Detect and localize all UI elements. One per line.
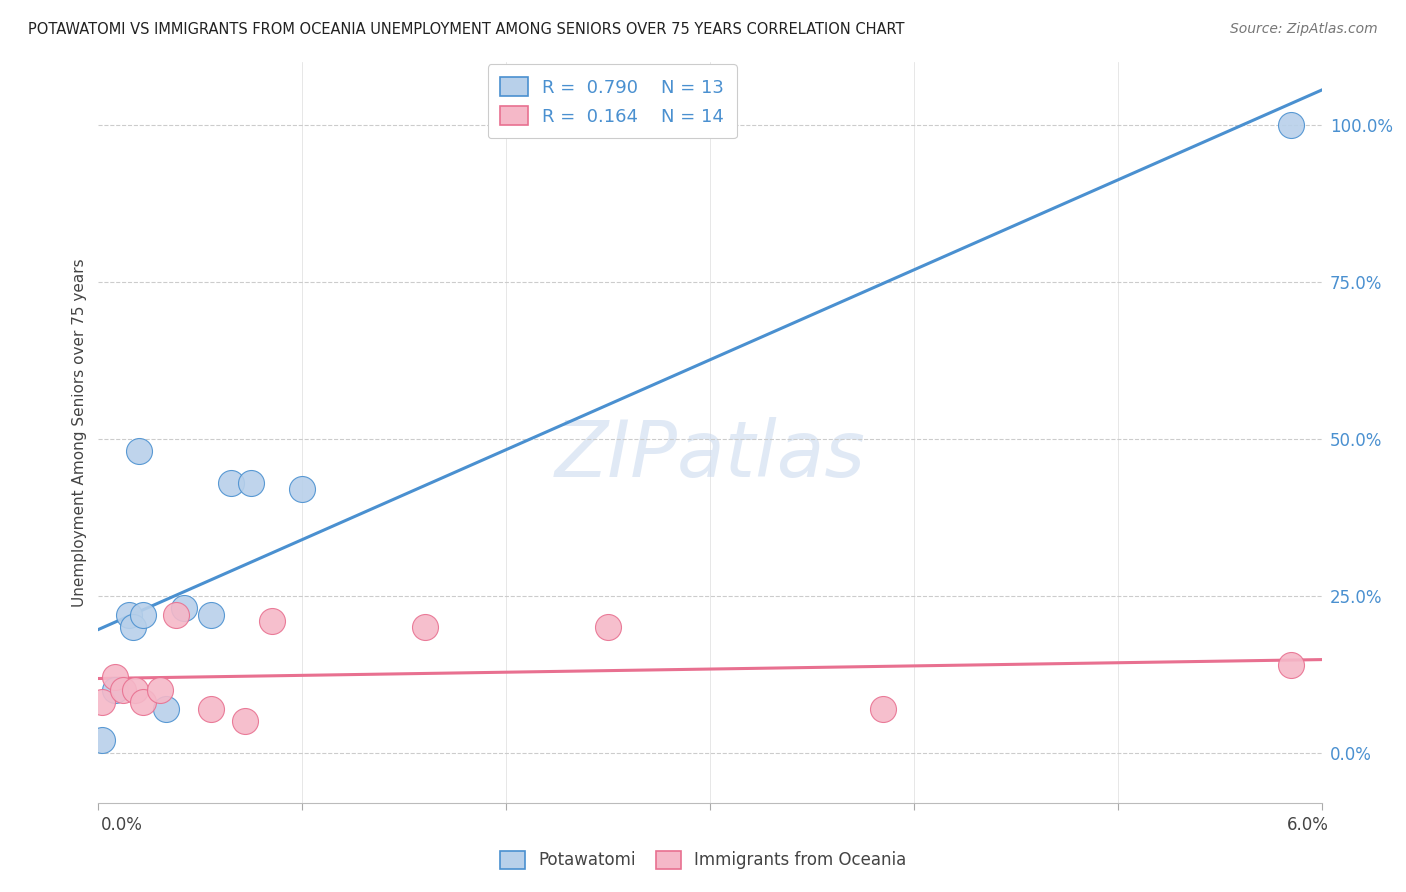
Text: ZIPatlas: ZIPatlas xyxy=(554,417,866,493)
Point xyxy=(122,620,145,634)
Point xyxy=(291,482,314,496)
Point xyxy=(872,701,894,715)
Point xyxy=(219,475,242,490)
Point xyxy=(111,682,134,697)
Point xyxy=(91,695,114,709)
Point xyxy=(104,670,127,684)
Point xyxy=(132,607,155,622)
Point xyxy=(118,607,141,622)
Point xyxy=(155,701,177,715)
Legend: R =  0.790    N = 13, R =  0.164    N = 14: R = 0.790 N = 13, R = 0.164 N = 14 xyxy=(488,64,737,138)
Point xyxy=(200,607,222,622)
Point xyxy=(128,444,150,458)
Point xyxy=(132,695,155,709)
Point xyxy=(200,701,222,715)
Point xyxy=(413,620,436,634)
Point xyxy=(104,682,127,697)
Point xyxy=(1279,657,1302,672)
Text: 6.0%: 6.0% xyxy=(1286,816,1329,834)
Legend: Potawatomi, Immigrants from Oceania: Potawatomi, Immigrants from Oceania xyxy=(489,840,917,880)
Point xyxy=(173,601,195,615)
Point xyxy=(260,614,283,628)
Point xyxy=(240,475,263,490)
Text: POTAWATOMI VS IMMIGRANTS FROM OCEANIA UNEMPLOYMENT AMONG SENIORS OVER 75 YEARS C: POTAWATOMI VS IMMIGRANTS FROM OCEANIA UN… xyxy=(28,22,904,37)
Point xyxy=(165,607,187,622)
Text: 0.0%: 0.0% xyxy=(101,816,143,834)
Point xyxy=(149,682,172,697)
Point xyxy=(596,620,619,634)
Text: Source: ZipAtlas.com: Source: ZipAtlas.com xyxy=(1230,22,1378,37)
Point xyxy=(1279,118,1302,132)
Y-axis label: Unemployment Among Seniors over 75 years: Unemployment Among Seniors over 75 years xyxy=(72,259,87,607)
Point xyxy=(233,714,256,729)
Point xyxy=(91,733,114,747)
Point xyxy=(124,682,146,697)
